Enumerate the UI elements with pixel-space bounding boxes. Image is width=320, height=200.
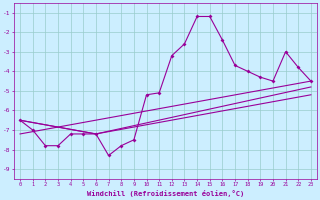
X-axis label: Windchill (Refroidissement éolien,°C): Windchill (Refroidissement éolien,°C) xyxy=(87,190,244,197)
